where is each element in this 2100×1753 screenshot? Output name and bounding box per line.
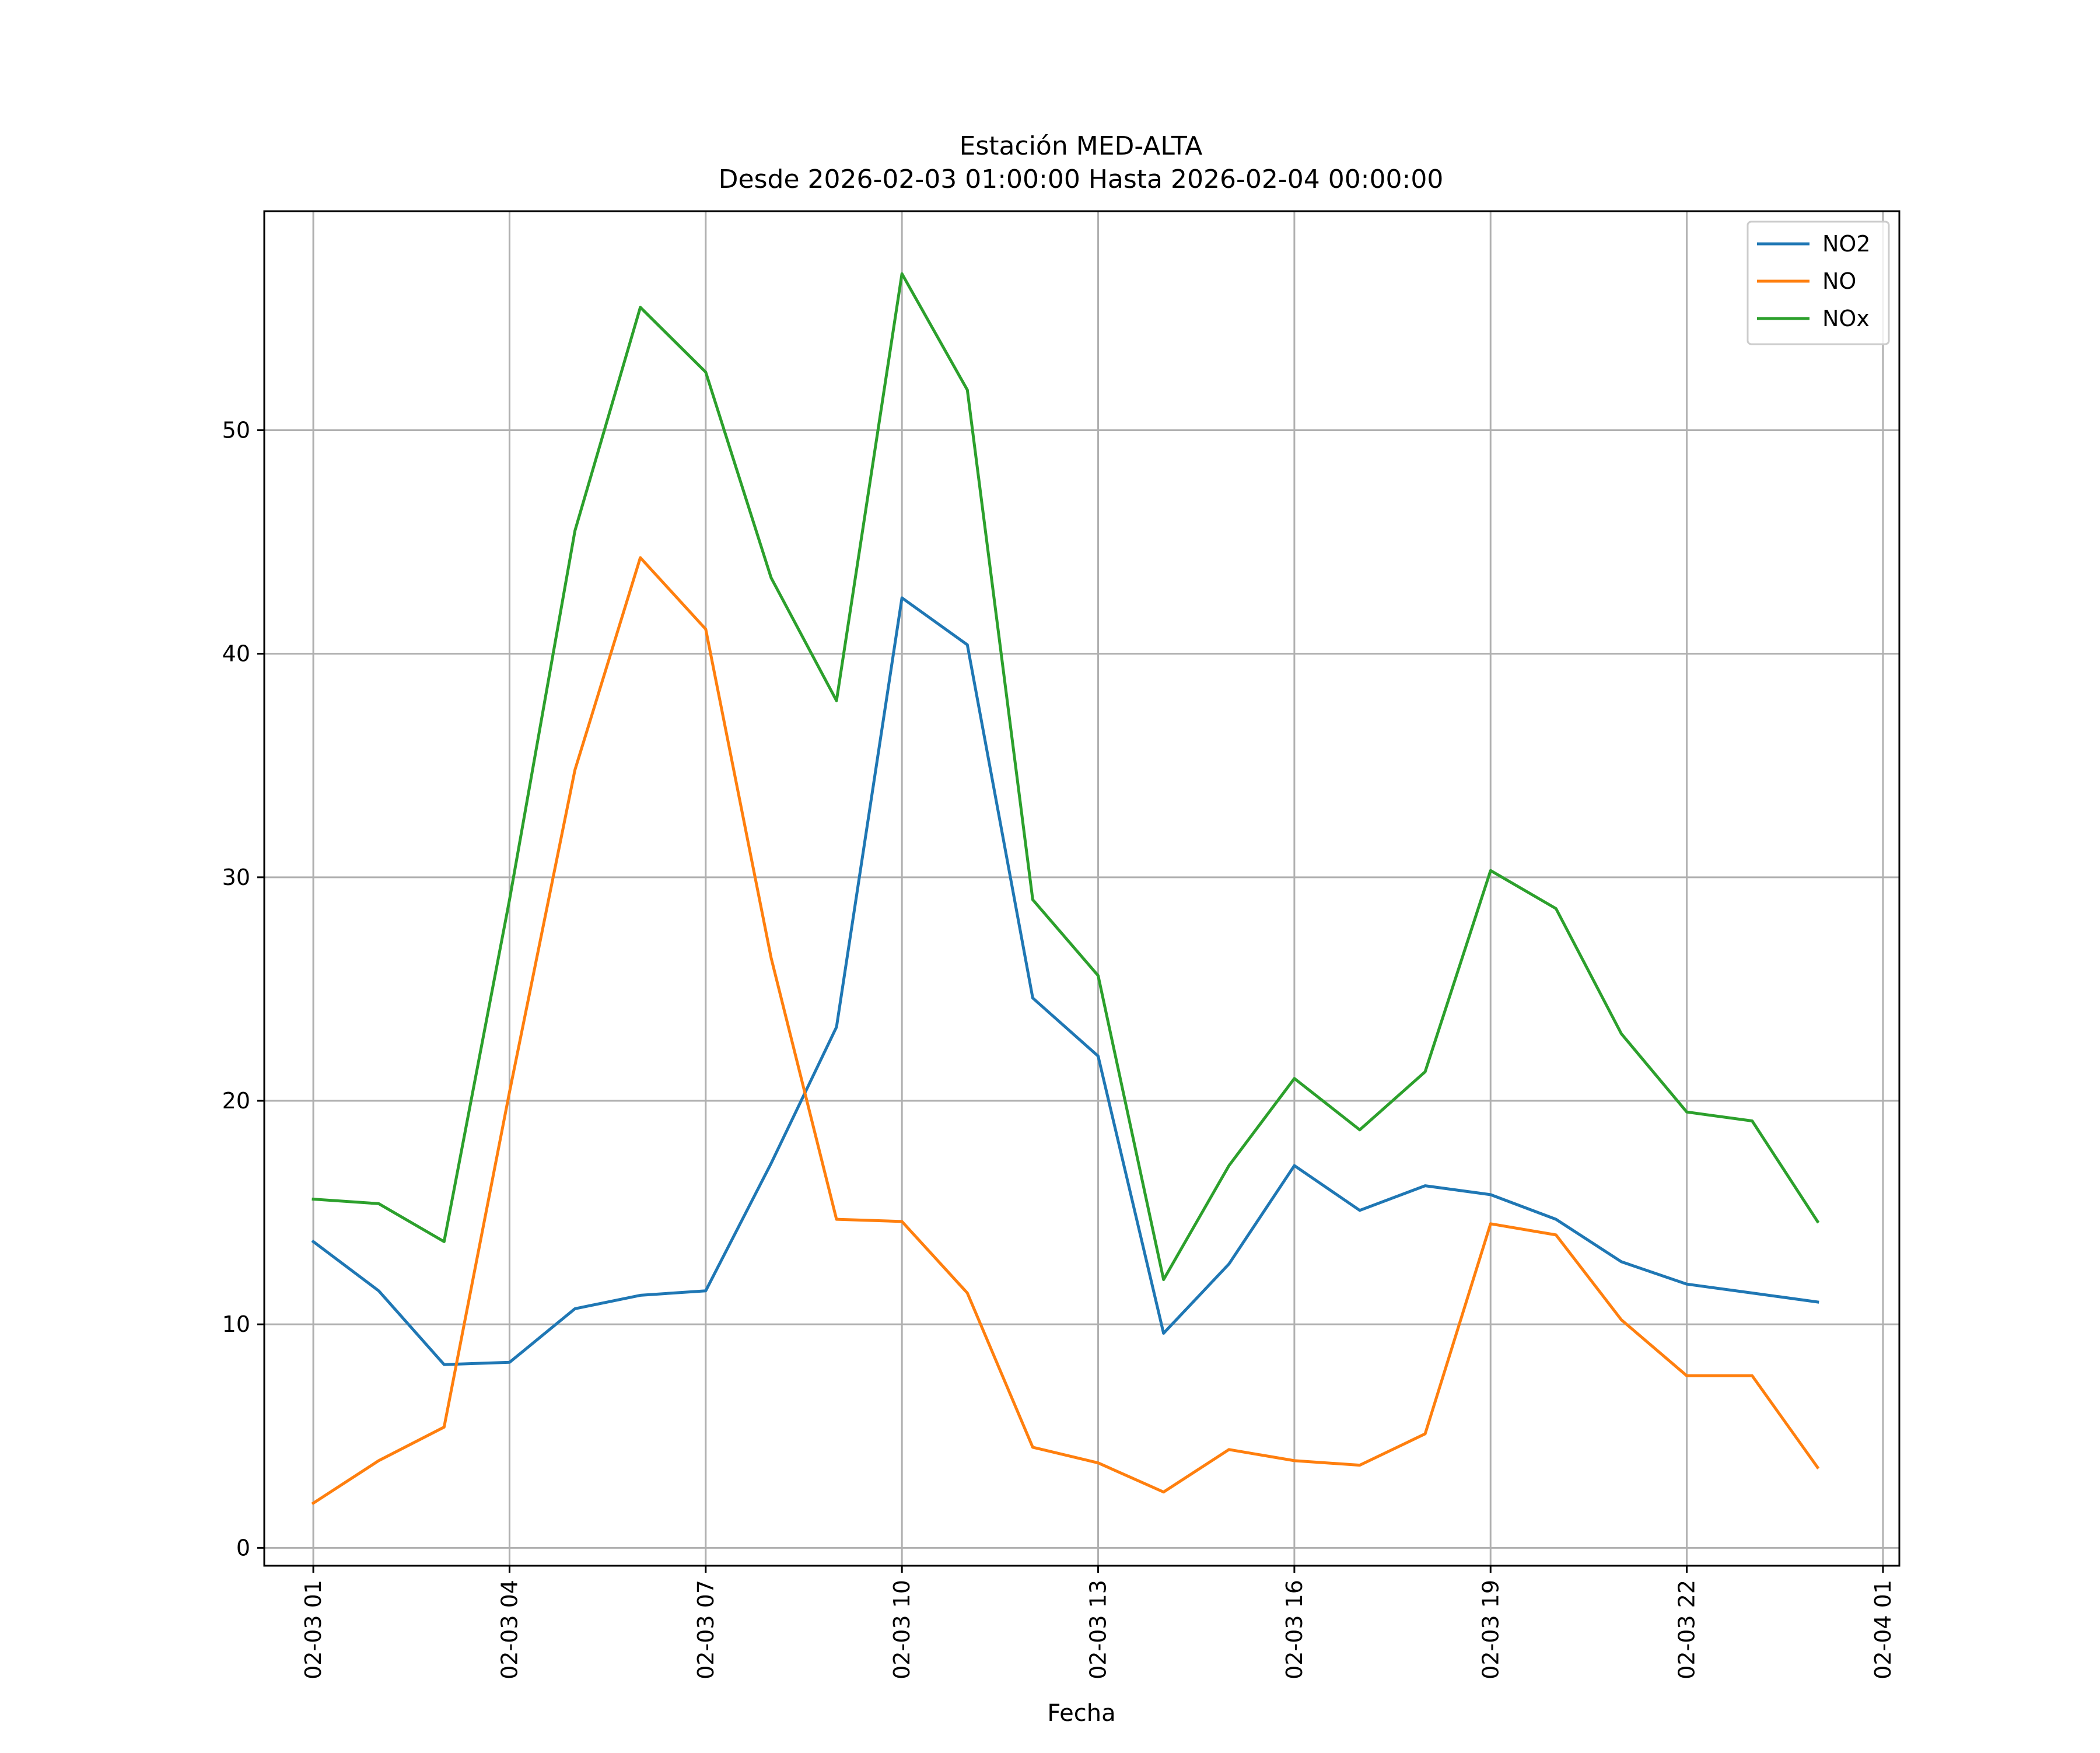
series-line-no bbox=[311, 556, 1820, 1506]
x-tick-label: 02-03 16 bbox=[1282, 1580, 1307, 1679]
series-line-nox bbox=[312, 272, 1820, 1281]
legend-label: NOx bbox=[1822, 306, 1870, 331]
x-tick-label: 02-03 19 bbox=[1478, 1580, 1503, 1679]
x-tick-label: 02-03 01 bbox=[300, 1580, 326, 1679]
x-tick-label: 02-03 10 bbox=[889, 1580, 915, 1679]
y-tick-label: 20 bbox=[222, 1088, 250, 1114]
legend-label: NO2 bbox=[1822, 231, 1871, 257]
x-tick-label: 02-04 01 bbox=[1870, 1580, 1896, 1679]
series-line-no2 bbox=[311, 596, 1819, 1366]
x-tick-label: 02-03 22 bbox=[1674, 1580, 1700, 1679]
x-tick-label: 02-03 07 bbox=[693, 1580, 719, 1679]
plot-area-frame bbox=[263, 210, 1901, 1567]
y-axis-ticks: 0 10 20 30 40 50 bbox=[222, 418, 264, 1560]
y-tick-label: 10 bbox=[222, 1311, 250, 1337]
grid bbox=[264, 211, 1899, 1566]
y-tick-label: 40 bbox=[222, 641, 250, 667]
chart-title-line-2: Desde 2026-02-03 01:00:00 Hasta 2026-02-… bbox=[719, 165, 1444, 194]
legend: NO2 NO NOx bbox=[1746, 221, 1890, 345]
x-tick-label: 02-03 13 bbox=[1086, 1580, 1111, 1679]
y-tick-label: 0 bbox=[236, 1535, 250, 1560]
legend-label: NO bbox=[1822, 268, 1856, 294]
series-lines bbox=[311, 272, 1820, 1506]
x-tick-label: 02-03 04 bbox=[496, 1580, 522, 1679]
x-axis-ticks: 02-03 01 02-03 04 02-03 07 02-03 10 02-03 13… bbox=[300, 1566, 1896, 1679]
legend-box bbox=[1746, 221, 1890, 345]
y-tick-label: 30 bbox=[222, 865, 250, 890]
y-tick-label: 50 bbox=[222, 418, 250, 443]
x-axis-label: Fecha bbox=[1047, 1700, 1115, 1727]
chart-title-line-1: Estación MED-ALTA bbox=[960, 131, 1203, 161]
